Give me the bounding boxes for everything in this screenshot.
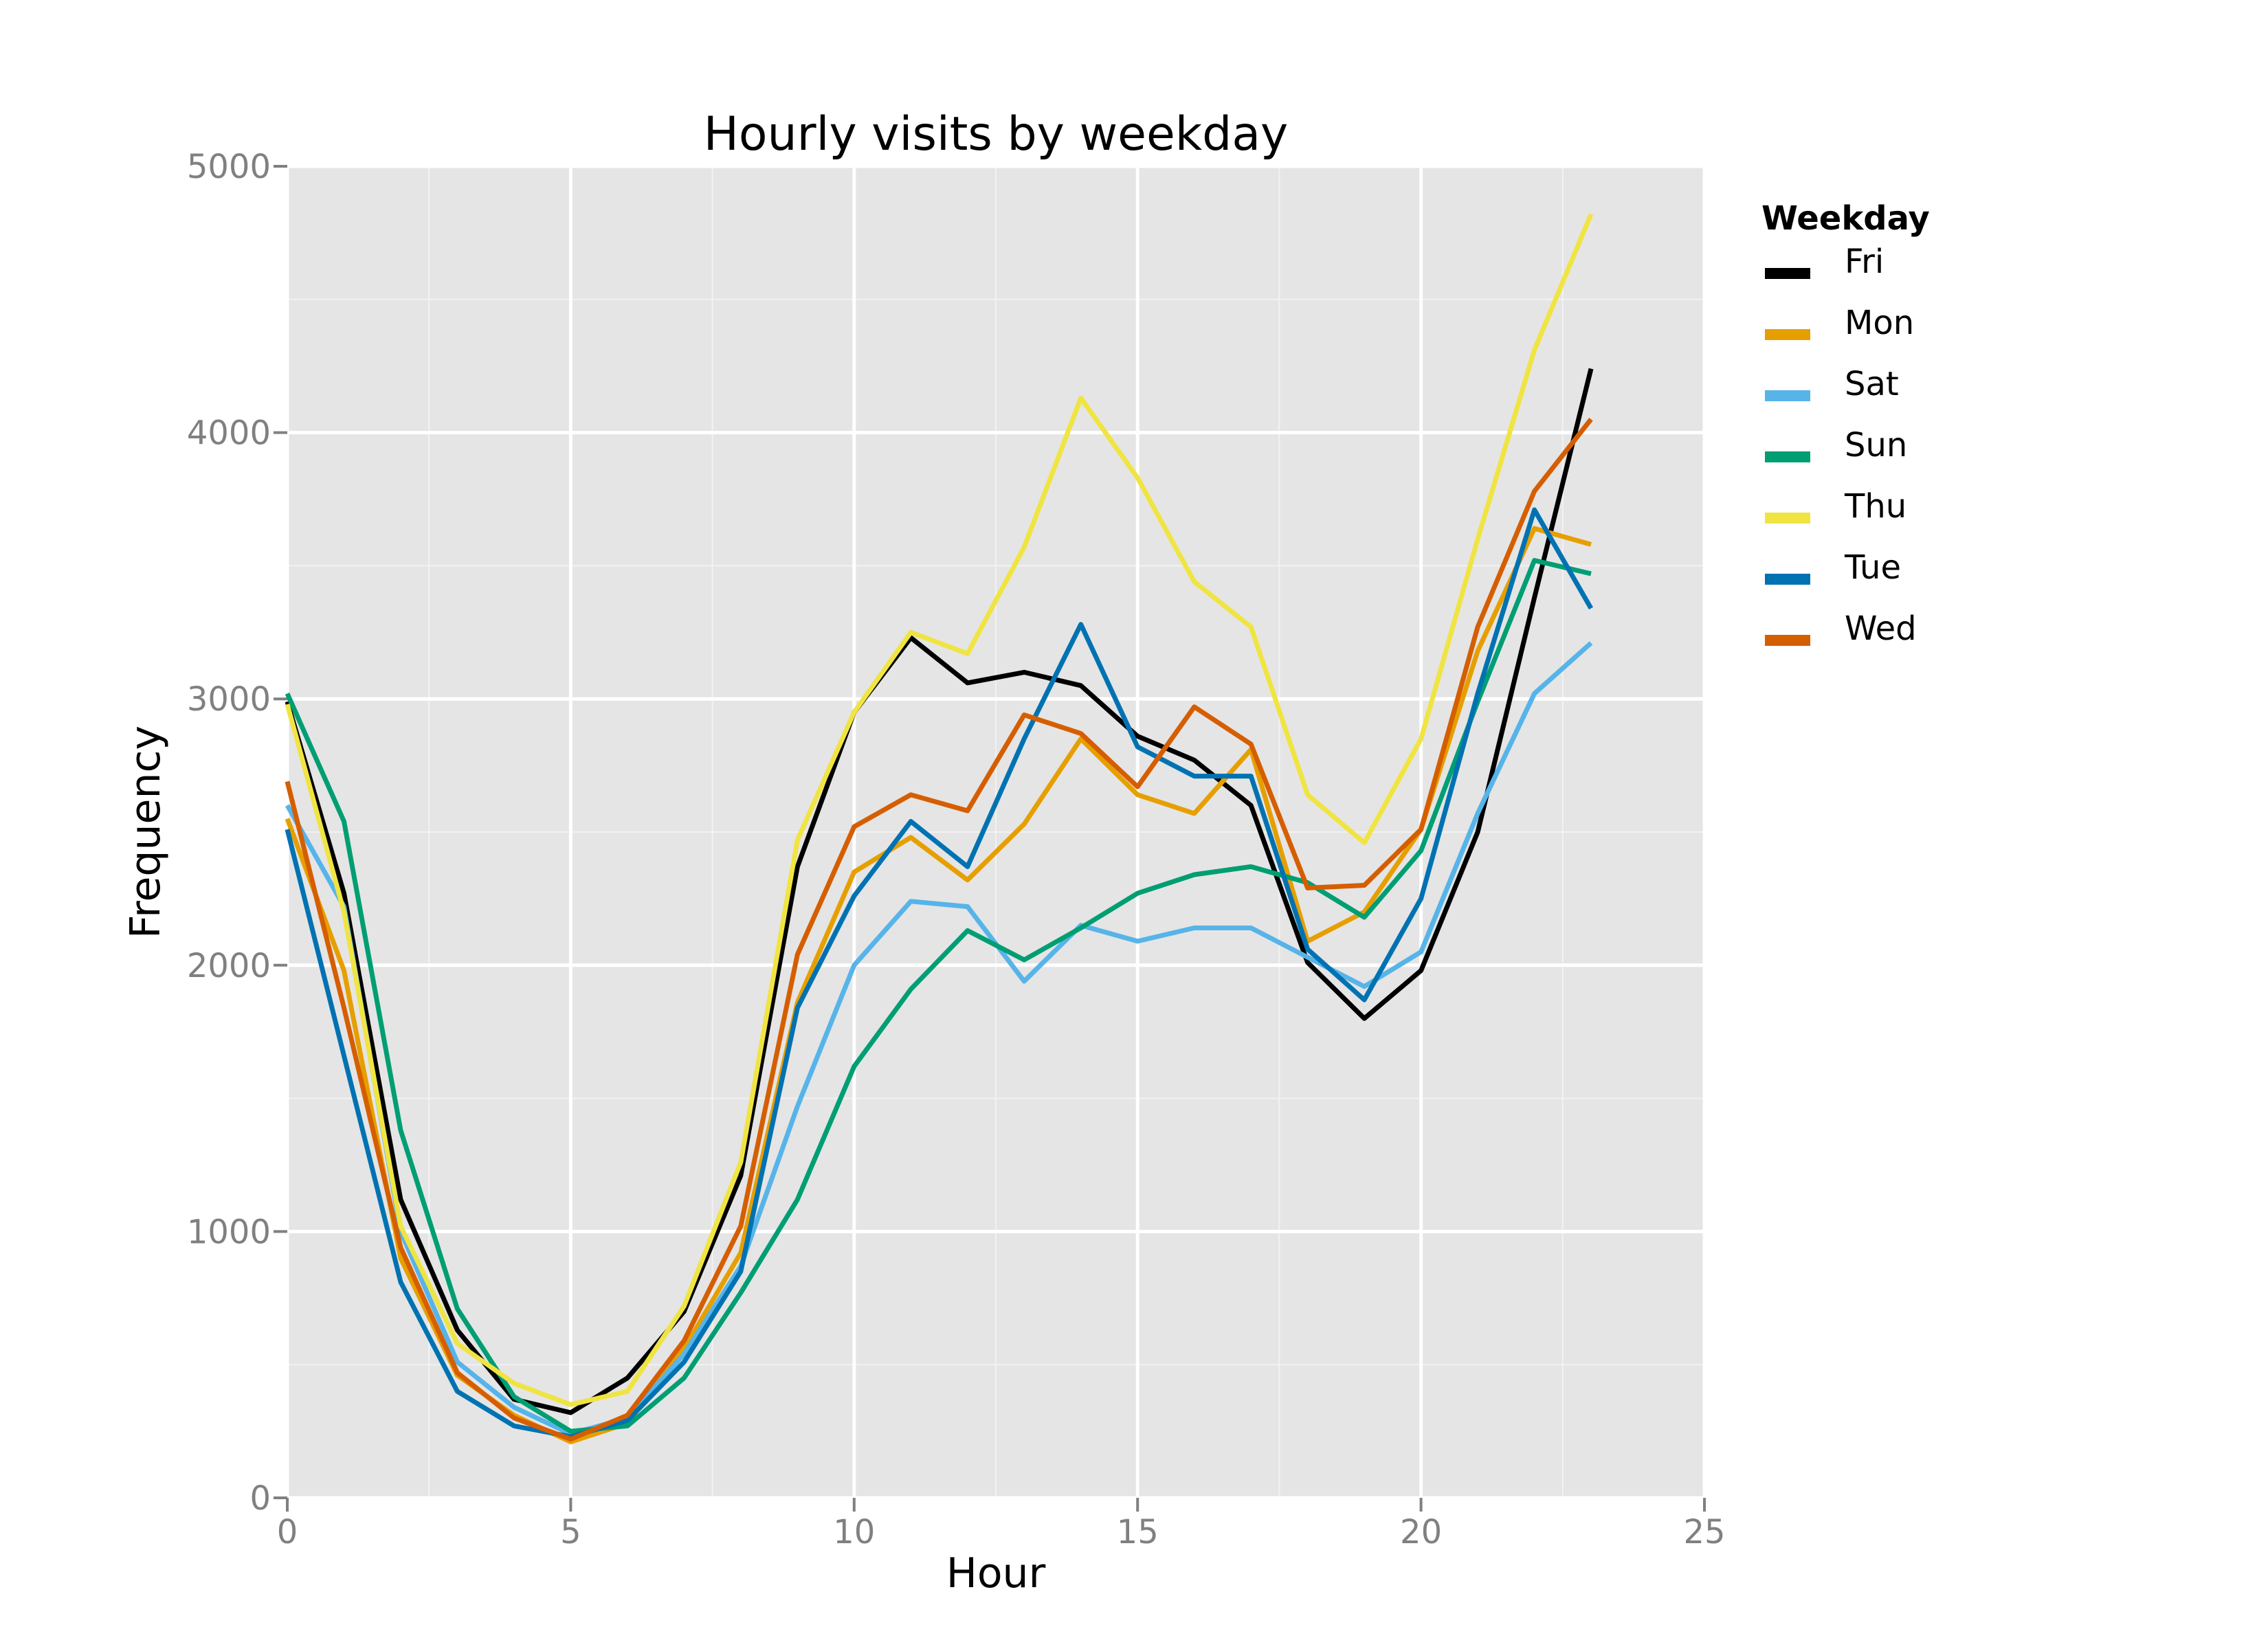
legend-label-fri: Fri: [1845, 243, 1884, 281]
legend-swatch-tue: [1765, 574, 1810, 585]
legend-swatch-thu: [1765, 513, 1810, 524]
y-tick-label: 5000: [187, 148, 271, 186]
legend-swatch-sat: [1765, 390, 1810, 401]
legend-label-sun: Sun: [1845, 426, 1907, 464]
legend-label-sat: Sat: [1845, 365, 1899, 403]
x-tick-labels: 0 5 10 15 20 25: [277, 1513, 1726, 1551]
x-tick-label: 10: [833, 1513, 875, 1551]
y-axis-label: Frequency: [122, 726, 170, 939]
x-tick-label: 0: [277, 1513, 298, 1551]
series-line-sun: [285, 558, 1592, 1434]
series-line-tue: [285, 507, 1594, 1439]
legend-label-thu: Thu: [1844, 487, 1906, 526]
y-tick-label: 1000: [187, 1213, 271, 1251]
series-lines: [285, 213, 1594, 1445]
legend-title: Weekday: [1761, 199, 1930, 238]
series-line-fri: [285, 368, 1594, 1415]
y-tick-label: 2000: [187, 947, 271, 985]
series-line-thu: [285, 213, 1594, 1407]
y-tick-label: 4000: [187, 414, 271, 453]
y-tick-label: 3000: [187, 680, 271, 719]
legend-swatch-sun: [1765, 451, 1810, 462]
chart-title: Hourly visits by weekday: [704, 107, 1288, 161]
legend-swatch-fri: [1765, 268, 1810, 279]
legend-swatch-mon: [1765, 329, 1810, 340]
y-tick-label: 0: [249, 1479, 271, 1518]
legend-label-wed: Wed: [1845, 609, 1917, 648]
legend-label-mon: Mon: [1845, 304, 1914, 342]
minor-grid: [287, 166, 1704, 1498]
axis-ticks: [274, 165, 1706, 1512]
legend-label-tue: Tue: [1844, 548, 1901, 587]
x-tick-label: 25: [1683, 1513, 1725, 1551]
x-axis-label: Hour: [946, 1549, 1046, 1597]
y-tick-labels: 0 1000 2000 3000 4000 5000: [187, 148, 271, 1518]
legend: Weekday Fri Mon Sat Sun Thu Tue Wed: [1761, 199, 1930, 648]
series-line-wed: [285, 418, 1593, 1442]
x-tick-label: 15: [1117, 1513, 1159, 1551]
x-tick-label: 20: [1400, 1513, 1442, 1551]
x-tick-label: 5: [560, 1513, 581, 1551]
legend-swatch-wed: [1765, 635, 1810, 646]
